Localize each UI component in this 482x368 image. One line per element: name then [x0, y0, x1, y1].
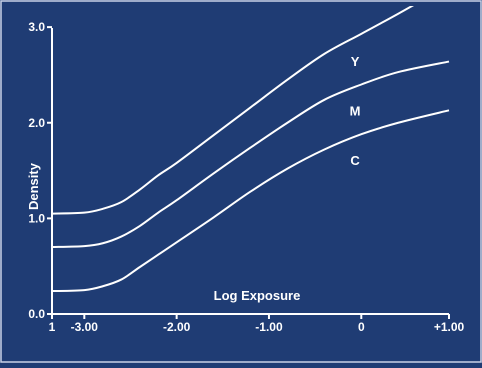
series-lines	[52, 6, 450, 293]
x-tick-label: -1.00	[255, 320, 283, 334]
series-label-y: Y	[351, 54, 360, 69]
series-labels: Y M C	[350, 54, 361, 168]
y-axis-title: Density	[26, 162, 41, 210]
x-tick-label: +1.00	[434, 320, 465, 334]
x-tick-label: 1	[49, 320, 56, 334]
series-label-c: C	[350, 153, 360, 168]
series-line-m	[52, 60, 450, 249]
y-tick-label: 1.0	[28, 211, 45, 225]
y-tick-label: 0.0	[28, 307, 45, 321]
y-axis-ticks: 0.0 1.0 2.0 3.0	[28, 20, 52, 321]
series-line-y	[52, 6, 415, 215]
y-tick-label: 3.0	[28, 20, 45, 34]
series-label-m: M	[350, 103, 361, 118]
x-tick-label: -3.00	[71, 320, 99, 334]
series-line-c	[52, 109, 450, 293]
x-tick-label: -2.00	[163, 320, 191, 334]
x-axis-ticks: 1 -3.00 -2.00 -1.00 0 +1.00	[49, 314, 465, 334]
x-axis-title: Log Exposure	[214, 288, 301, 303]
y-tick-label: 2.0	[28, 116, 45, 130]
x-tick-label: 0	[358, 320, 365, 334]
